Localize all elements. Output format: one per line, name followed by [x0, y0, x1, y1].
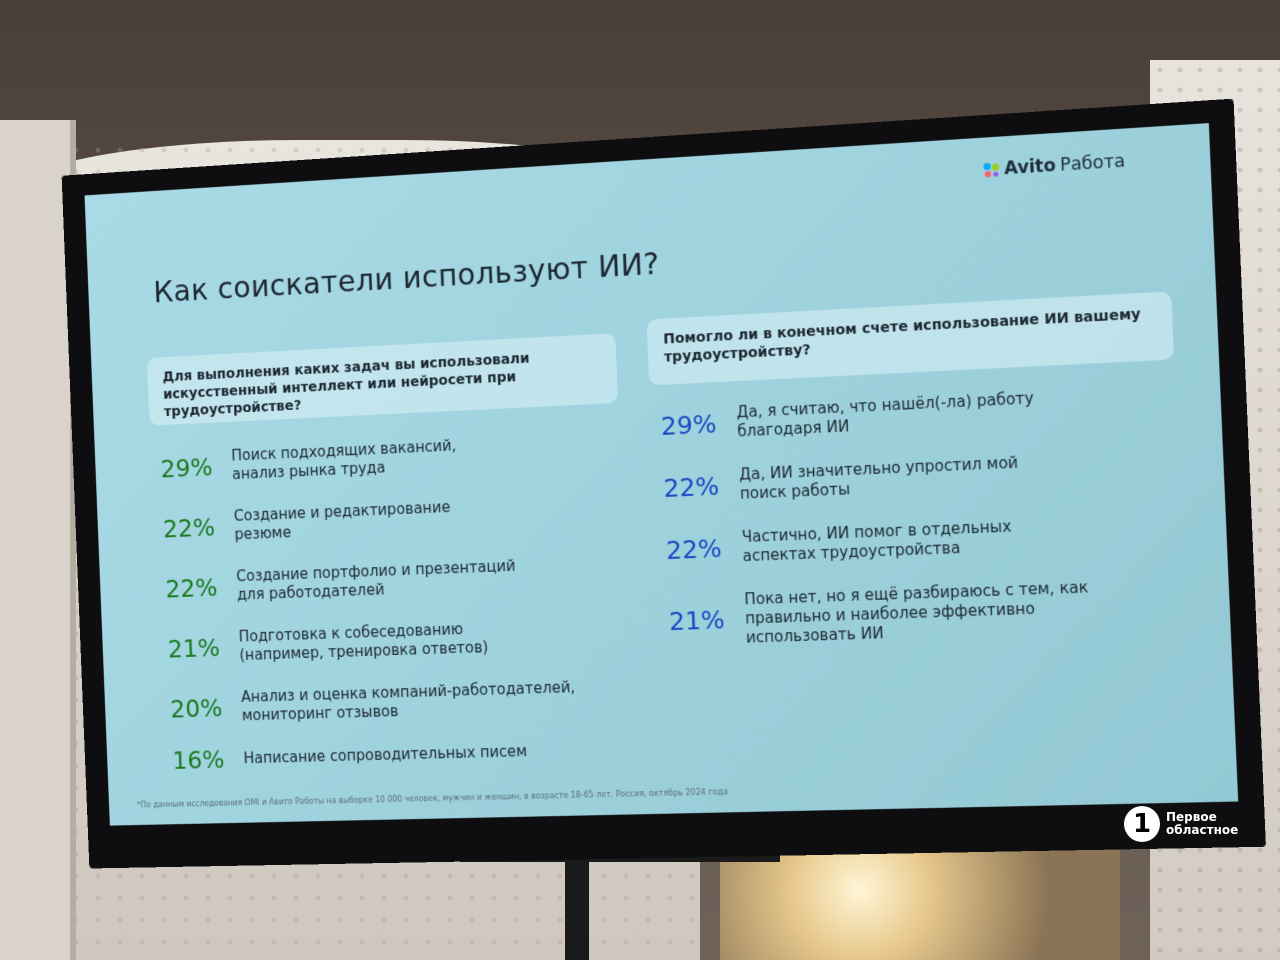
- right-item-text: Пока нет, но я ещё разбираюсь с тем, как…: [744, 578, 1089, 647]
- channel-number-logo: 1: [1124, 806, 1160, 842]
- slide-footnote: *По данным исследования OMI и Авито Рабо…: [136, 787, 729, 810]
- right-item-pct: 21%: [668, 605, 726, 637]
- left-item-text: Подготовка к собеседованию (например, тр…: [238, 620, 489, 664]
- tv-stand-pole: [565, 855, 589, 960]
- right-item: 22% Да, ИИ значительно упростил мой поис…: [663, 452, 1049, 507]
- right-item-pct: 22%: [665, 533, 723, 565]
- right-item-text: Частично, ИИ помог в отдельных аспектах …: [741, 517, 1012, 566]
- left-item: 16% Написание сопроводительных писем: [172, 737, 552, 775]
- avito-logo: Avito Работа: [983, 151, 1126, 180]
- left-item-pct: 22%: [162, 512, 216, 543]
- right-item-text: Да, ИИ значительно упростил мой поиск ра…: [738, 453, 1019, 503]
- left-item-text: Анализ и оценка компаний-работодателей, …: [240, 678, 576, 725]
- left-item-pct: 16%: [171, 745, 226, 775]
- left-item-text: Поиск подходящих вакансий, анализ рынка …: [231, 436, 457, 484]
- left-item-pct: 29%: [160, 452, 214, 483]
- left-item: 22% Создание портфолио и презентаций для…: [165, 557, 526, 608]
- left-item: 22% Создание и редактирование резюме: [162, 498, 464, 548]
- right-item-pct: 22%: [662, 471, 720, 503]
- presentation-slide: Avito Работа Как соискатели используют И…: [84, 123, 1239, 826]
- tv-display: Avito Работа Как соискатели используют И…: [61, 98, 1266, 869]
- channel-watermark: 1 Первое областное: [1124, 806, 1238, 842]
- left-item-text: Создание портфолио и презентаций для раб…: [235, 556, 516, 604]
- left-item: 21% Подготовка к собеседованию (например…: [167, 619, 499, 667]
- question-left: Для выполнения каких задач вы использова…: [146, 333, 619, 426]
- question-right: Помогло ли в конечном счете использовани…: [646, 291, 1175, 386]
- right-item-text: Да, я считаю, что нашёл(-ла) работу благ…: [736, 389, 1035, 441]
- right-item: 29% Да, я считаю, что нашёл(-ла) работу …: [660, 388, 1056, 445]
- window-frame-left: [0, 120, 76, 960]
- channel-name: Первое областное: [1166, 811, 1238, 837]
- left-item-text: Создание и редактирование резюме: [233, 498, 451, 544]
- right-item-pct: 29%: [660, 408, 718, 441]
- right-item: 22% Частично, ИИ помог в отдельных аспек…: [665, 516, 1051, 569]
- left-item: 20% Анализ и оценка компаний-работодател…: [170, 678, 590, 728]
- logo-brand: Avito: [1003, 155, 1057, 180]
- left-item-pct: 20%: [169, 693, 223, 723]
- slide-title: Как соискатели используют ИИ?: [152, 246, 661, 311]
- avito-dots-icon: [983, 162, 1000, 178]
- left-item-pct: 21%: [167, 633, 221, 663]
- left-item-pct: 22%: [164, 572, 219, 603]
- right-item: 21% Пока нет, но я ещё разбираюсь с тем,…: [668, 577, 1129, 650]
- left-item: 29% Поиск подходящих вакансий, анализ ры…: [160, 436, 472, 487]
- channel-name-line1: Первое: [1166, 810, 1217, 824]
- left-item-text: Написание сопроводительных писем: [243, 742, 528, 768]
- logo-sub: Работа: [1059, 151, 1126, 176]
- channel-name-line2: областное: [1166, 823, 1239, 837]
- lamp-light: [720, 850, 1120, 960]
